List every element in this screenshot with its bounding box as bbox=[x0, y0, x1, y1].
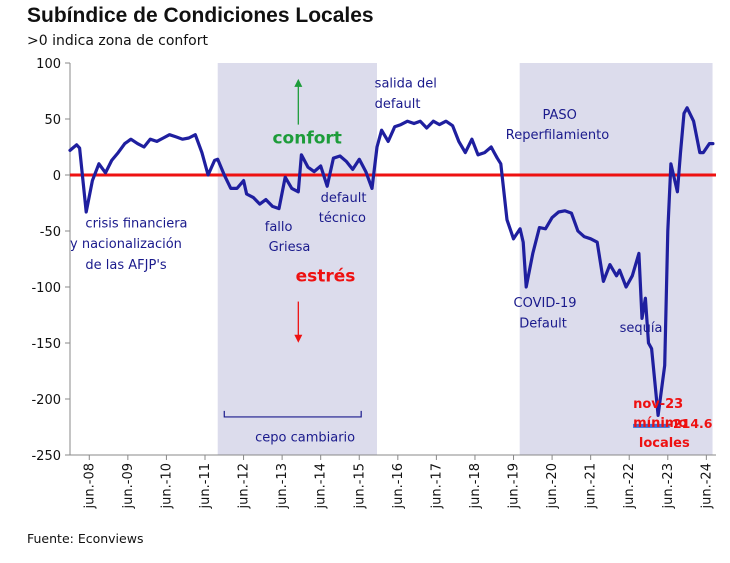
y-tick-label: -100 bbox=[31, 281, 61, 296]
y-tick-label: -150 bbox=[31, 337, 61, 352]
x-tick-label: jun.-15 bbox=[352, 463, 367, 509]
y-tick-label: 0 bbox=[53, 169, 61, 184]
annotation-label: default bbox=[321, 191, 367, 206]
x-tick-label: jun.-09 bbox=[121, 463, 136, 509]
x-tick-label: jun.-17 bbox=[429, 463, 444, 509]
annotation-label: de las AFJP's bbox=[85, 258, 166, 273]
x-tick-label: jun.-20 bbox=[545, 463, 560, 509]
annotation-label: COVID-19 bbox=[514, 296, 577, 311]
y-tick-label: -200 bbox=[31, 393, 61, 408]
annotation-label: Griesa bbox=[269, 240, 311, 255]
annotation-label: técnico bbox=[319, 211, 366, 226]
x-tick-label: jun.-21 bbox=[584, 463, 599, 509]
annotation-label: salida del bbox=[375, 77, 437, 92]
annotation-label: fallo bbox=[265, 220, 293, 235]
x-tick-label: jun.-18 bbox=[468, 463, 483, 509]
x-tick-label: jun.-12 bbox=[237, 463, 252, 509]
annotation-label: confort bbox=[272, 129, 341, 149]
y-tick-label: 100 bbox=[36, 57, 61, 72]
annotation-label: Reperfilamiento bbox=[506, 128, 609, 143]
x-tick-label: jun.-08 bbox=[82, 463, 97, 509]
estres-arrowhead bbox=[294, 334, 303, 343]
annotation-label: crisis financiera bbox=[85, 217, 187, 232]
x-tick-label: jun.-14 bbox=[314, 463, 329, 509]
y-tick-label: 50 bbox=[44, 113, 61, 128]
annotation-label: cepo cambiario bbox=[255, 431, 355, 446]
annotation-label: default bbox=[375, 97, 421, 112]
x-tick-label: jun.-11 bbox=[198, 463, 213, 509]
y-tick-label: -250 bbox=[31, 449, 61, 464]
annotation-label: locales bbox=[639, 436, 690, 451]
annotation-label: -214.6 bbox=[668, 416, 713, 431]
shaded-period-2 bbox=[519, 63, 713, 455]
x-tick-label: jun.-10 bbox=[159, 463, 174, 509]
annotation-label: Default bbox=[519, 316, 567, 331]
annotation-label: nov-23 bbox=[633, 397, 683, 412]
shaded-period-1 bbox=[217, 63, 377, 455]
annotation-label: mínimo bbox=[633, 416, 687, 431]
source-note: Fuente: Econviews bbox=[27, 531, 144, 546]
annotation-label: estrés bbox=[296, 266, 356, 286]
x-tick-label: jun.-16 bbox=[391, 463, 406, 509]
confort-arrowhead bbox=[294, 78, 303, 87]
annotation-label: PASO bbox=[542, 108, 576, 123]
annotation-label: y nacionalización bbox=[70, 237, 182, 252]
x-tick-label: jun.-22 bbox=[622, 463, 637, 509]
x-tick-label: jun.-13 bbox=[275, 463, 290, 509]
chart-subtitle: >0 indica zona de confort bbox=[27, 33, 208, 49]
x-tick-label: jun.-24 bbox=[699, 463, 714, 509]
x-tick-label: jun.-23 bbox=[661, 463, 676, 509]
x-tick-label: jun.-19 bbox=[507, 463, 522, 509]
annotation-label: sequía bbox=[620, 321, 663, 336]
chart-title: Subíndice de Condiciones Locales bbox=[27, 4, 374, 27]
y-tick-label: -50 bbox=[40, 225, 61, 240]
cepo-bracket bbox=[223, 410, 362, 418]
series-line bbox=[68, 106, 715, 417]
